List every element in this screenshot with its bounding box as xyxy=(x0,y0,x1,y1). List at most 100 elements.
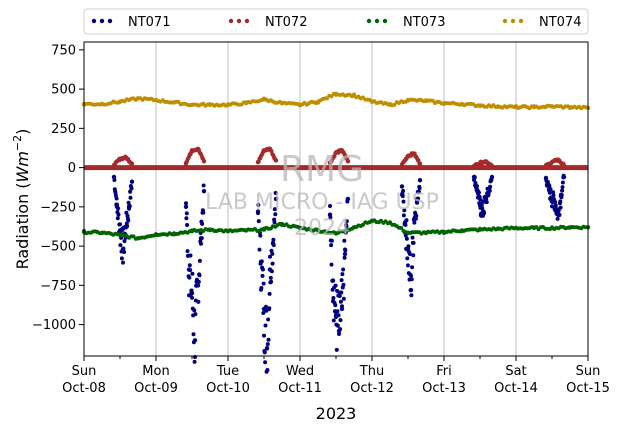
watermark: RMG LAB MICRO - IAG USP 2024 xyxy=(205,149,439,241)
data-point xyxy=(328,204,332,208)
data-point xyxy=(189,291,195,296)
data-point xyxy=(259,286,264,290)
data-point xyxy=(121,260,125,265)
data-point xyxy=(477,160,483,166)
watermark-year: 2024 xyxy=(294,216,350,241)
legend-marker xyxy=(244,18,250,24)
data-point xyxy=(558,193,564,199)
data-point xyxy=(543,176,549,181)
data-point xyxy=(268,275,273,280)
data-point xyxy=(401,199,406,204)
data-layer xyxy=(81,91,591,374)
data-point xyxy=(129,179,135,184)
data-point xyxy=(338,318,343,323)
data-point xyxy=(331,296,336,300)
data-point xyxy=(197,258,202,263)
data-point xyxy=(401,188,406,193)
data-point xyxy=(477,203,483,208)
x-tick-label: Oct-13 xyxy=(422,381,466,396)
legend-marker xyxy=(107,18,113,24)
x-tick-label: Oct-15 xyxy=(566,381,610,396)
data-point xyxy=(329,238,334,243)
data-point xyxy=(171,100,177,105)
data-point xyxy=(410,235,415,240)
data-point xyxy=(119,256,124,261)
data-point xyxy=(555,157,561,162)
x-grid xyxy=(155,42,517,356)
data-point xyxy=(387,102,393,108)
data-point xyxy=(327,160,333,166)
data-point xyxy=(273,158,279,163)
data-point xyxy=(189,102,195,108)
data-point xyxy=(265,368,270,372)
data-point xyxy=(561,174,567,180)
data-point xyxy=(399,226,404,230)
data-point xyxy=(459,101,465,107)
data-point xyxy=(410,265,415,270)
data-point xyxy=(262,333,266,338)
data-point xyxy=(117,156,123,162)
data-point xyxy=(339,290,344,295)
data-point xyxy=(262,350,267,355)
data-point xyxy=(333,150,339,155)
data-point xyxy=(329,243,334,248)
data-point xyxy=(476,190,481,195)
data-point xyxy=(416,189,421,194)
data-point xyxy=(399,162,405,167)
data-point xyxy=(260,267,265,272)
data-point xyxy=(405,97,411,103)
data-point xyxy=(342,255,347,260)
data-point xyxy=(489,163,495,169)
data-point xyxy=(265,342,270,347)
data-point xyxy=(339,148,345,153)
data-point xyxy=(549,159,555,165)
data-point xyxy=(256,219,261,224)
data-point xyxy=(478,197,482,202)
data-point xyxy=(99,230,105,235)
data-point xyxy=(192,308,197,313)
data-point xyxy=(531,105,537,110)
data-point xyxy=(551,193,556,198)
data-point xyxy=(409,273,413,278)
data-point xyxy=(201,189,207,194)
data-point xyxy=(402,220,408,225)
data-point xyxy=(99,101,105,107)
data-point xyxy=(266,317,271,322)
data-point xyxy=(199,241,203,246)
data-point xyxy=(126,218,131,223)
legend-marker xyxy=(374,18,380,24)
legend-label: NT074 xyxy=(539,15,581,30)
data-point xyxy=(126,204,132,209)
data-point xyxy=(187,275,192,280)
data-point xyxy=(549,225,555,231)
data-point xyxy=(423,230,429,235)
data-point xyxy=(128,189,133,194)
data-point xyxy=(111,174,117,180)
series-nt071 xyxy=(111,173,567,374)
data-point xyxy=(272,220,277,225)
data-point xyxy=(401,213,406,218)
x-tick-label: Oct-09 xyxy=(134,381,178,396)
data-point xyxy=(258,233,263,238)
data-point xyxy=(409,293,414,298)
data-point xyxy=(336,328,342,334)
data-point xyxy=(122,239,127,244)
data-point xyxy=(297,102,303,108)
data-point xyxy=(153,232,159,237)
data-point xyxy=(183,160,189,166)
data-point xyxy=(243,101,249,106)
data-point xyxy=(117,232,123,238)
data-point xyxy=(555,212,561,217)
data-point xyxy=(483,159,489,164)
data-point xyxy=(267,146,273,151)
data-point xyxy=(567,105,573,110)
data-point xyxy=(256,203,261,207)
data-point xyxy=(404,236,409,241)
data-point xyxy=(441,101,447,106)
legend-item-nt074: NT074 xyxy=(502,15,581,30)
data-point xyxy=(344,224,349,229)
data-point xyxy=(267,306,272,311)
data-point xyxy=(333,91,339,97)
data-point xyxy=(333,314,339,319)
data-point xyxy=(183,204,189,209)
